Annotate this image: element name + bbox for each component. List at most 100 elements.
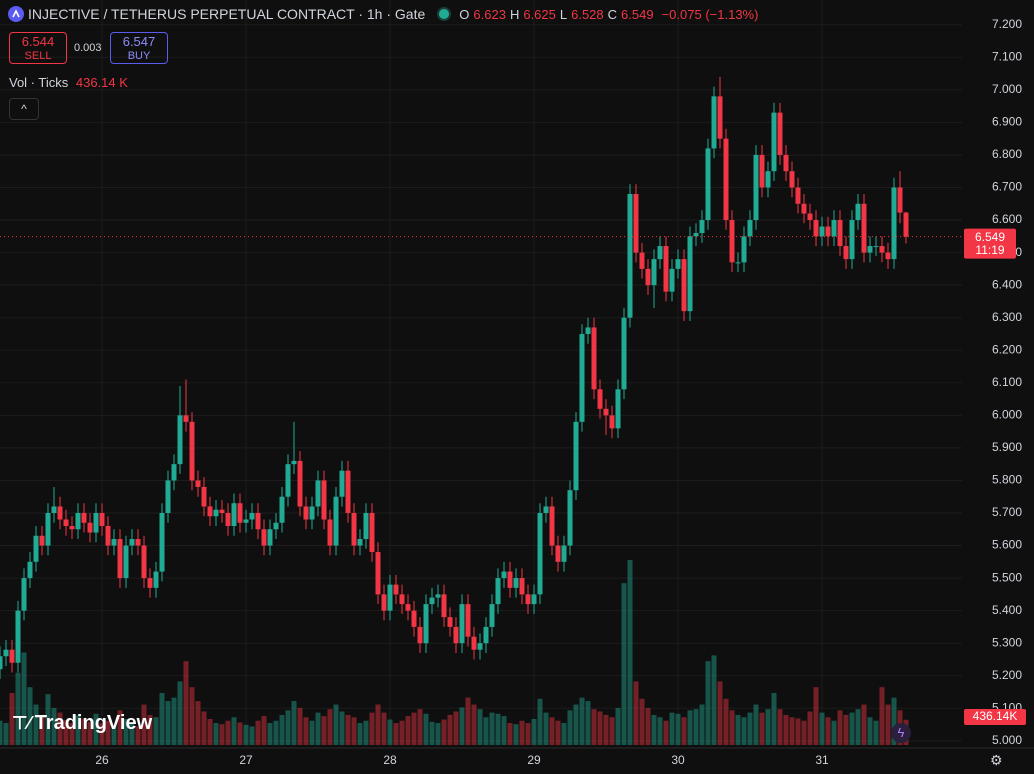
candle-body <box>357 539 363 546</box>
lightning-button[interactable]: ϟ <box>891 723 911 743</box>
volume-bar <box>147 714 153 745</box>
volume-bar <box>285 710 291 745</box>
volume-bar <box>687 710 693 745</box>
candle-body <box>285 464 291 497</box>
candle-body <box>795 187 801 204</box>
volume-bar <box>195 701 201 745</box>
candle-body <box>513 578 519 588</box>
candle-body <box>225 512 231 527</box>
countdown: 11:19 <box>975 243 1004 257</box>
ohlc-label: C <box>607 6 618 22</box>
volume-bar <box>855 709 861 745</box>
candle-body <box>3 649 9 657</box>
volume-bar <box>747 712 753 745</box>
volume-bar <box>669 712 675 745</box>
volume-bar <box>321 716 327 745</box>
candle-body <box>201 486 207 507</box>
volume-bar <box>363 720 369 745</box>
candle-body <box>501 571 507 579</box>
collapse-button[interactable]: ^ <box>9 98 39 120</box>
volume-bar <box>795 718 801 745</box>
volume-bar <box>219 724 225 745</box>
y-tick-label: 7.200 <box>992 17 1022 31</box>
candle-body <box>705 148 711 221</box>
ohlc-value: 6.625 <box>523 6 556 22</box>
sell-button[interactable]: 6.544 SELL <box>9 32 67 64</box>
candle-body <box>549 506 555 546</box>
volume-bar <box>609 717 615 745</box>
candle-body <box>93 512 99 533</box>
candle-body <box>75 512 81 530</box>
candle-body <box>57 506 63 520</box>
candle-body <box>429 597 435 605</box>
y-tick-label: 5.700 <box>992 505 1022 519</box>
candle-body <box>165 480 171 513</box>
candle-body <box>435 594 441 598</box>
candle-body <box>693 233 699 237</box>
volume-bar <box>225 720 231 745</box>
candle-body <box>159 512 165 572</box>
volume-bar <box>765 709 771 745</box>
buy-button[interactable]: 6.547 BUY <box>110 32 168 64</box>
candle-body <box>663 246 669 292</box>
volume-bar <box>165 701 171 745</box>
volume-bar <box>663 720 669 745</box>
y-tick-label: 6.300 <box>992 310 1022 324</box>
candle-body <box>243 519 249 523</box>
candle-body <box>135 539 141 546</box>
candle-body <box>99 512 105 527</box>
candle-body <box>717 96 723 139</box>
volume-bar <box>99 723 105 745</box>
candle-body <box>213 509 219 517</box>
logo: ⊤⁄ TradingView <box>12 712 152 735</box>
candle-body <box>423 604 429 644</box>
volume-bar <box>741 717 747 745</box>
change: −0.075 (−1.13%) <box>661 6 759 22</box>
candle-body <box>117 539 123 579</box>
x-tick-label: 28 <box>383 753 397 767</box>
volume-legend: Vol · Ticks 436.14 K <box>9 75 128 90</box>
ohlc-value: 6.528 <box>571 6 604 22</box>
candle-body <box>171 464 177 481</box>
candle-body <box>807 213 813 221</box>
volume-bar <box>303 717 309 745</box>
volume-bar <box>411 712 417 745</box>
volume-bar <box>483 717 489 745</box>
candle-body <box>111 539 117 546</box>
candle-body <box>63 519 69 527</box>
volume-bar <box>423 713 429 745</box>
volume-bar <box>531 718 537 745</box>
volume-bar <box>201 711 207 745</box>
volume-bar <box>111 724 117 745</box>
price-tag <box>964 228 1016 259</box>
volume-bar <box>465 697 471 745</box>
x-tick-label: 27 <box>239 753 253 767</box>
y-tick-label: 5.900 <box>992 440 1022 454</box>
ohlc-label: O <box>459 6 470 22</box>
candle-body <box>393 584 399 595</box>
candle-body <box>105 526 111 546</box>
candle-body <box>783 154 789 172</box>
volume-bar <box>267 723 273 745</box>
volume-bar <box>891 697 897 745</box>
volume-bar <box>813 687 819 745</box>
settings-button[interactable]: ⚙ <box>990 752 1003 768</box>
volume-bar <box>573 704 579 745</box>
volume-bar <box>27 687 33 745</box>
volume-bar <box>735 714 741 745</box>
candle-body <box>519 578 525 595</box>
candle-body <box>141 545 147 579</box>
candle-body <box>447 617 453 627</box>
volume-bar <box>87 721 93 745</box>
volume-bar <box>171 697 177 745</box>
volume-bar <box>615 708 621 745</box>
candle-body <box>789 171 795 188</box>
candle-body <box>591 327 597 390</box>
candle-body <box>207 506 213 517</box>
x-tick-label: 26 <box>95 753 109 767</box>
volume-tag-value: 436.14K <box>973 709 1018 723</box>
volume-bar <box>153 717 159 745</box>
candle-body <box>537 512 543 595</box>
volume-bar <box>81 718 87 745</box>
